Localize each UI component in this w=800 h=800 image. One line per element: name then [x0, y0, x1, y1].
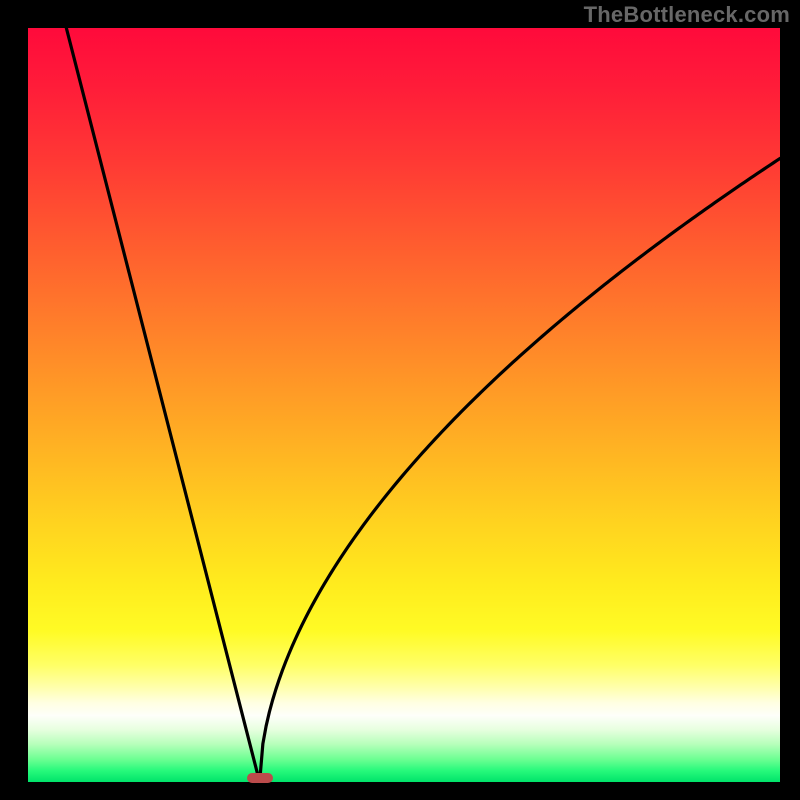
watermark-text: TheBottleneck.com: [584, 2, 790, 28]
gradient-background: [28, 28, 780, 782]
bottleneck-curve: [28, 28, 780, 782]
plot-area: [28, 28, 780, 782]
chart-stage: TheBottleneck.com: [0, 0, 800, 800]
apex-marker: [247, 773, 273, 783]
